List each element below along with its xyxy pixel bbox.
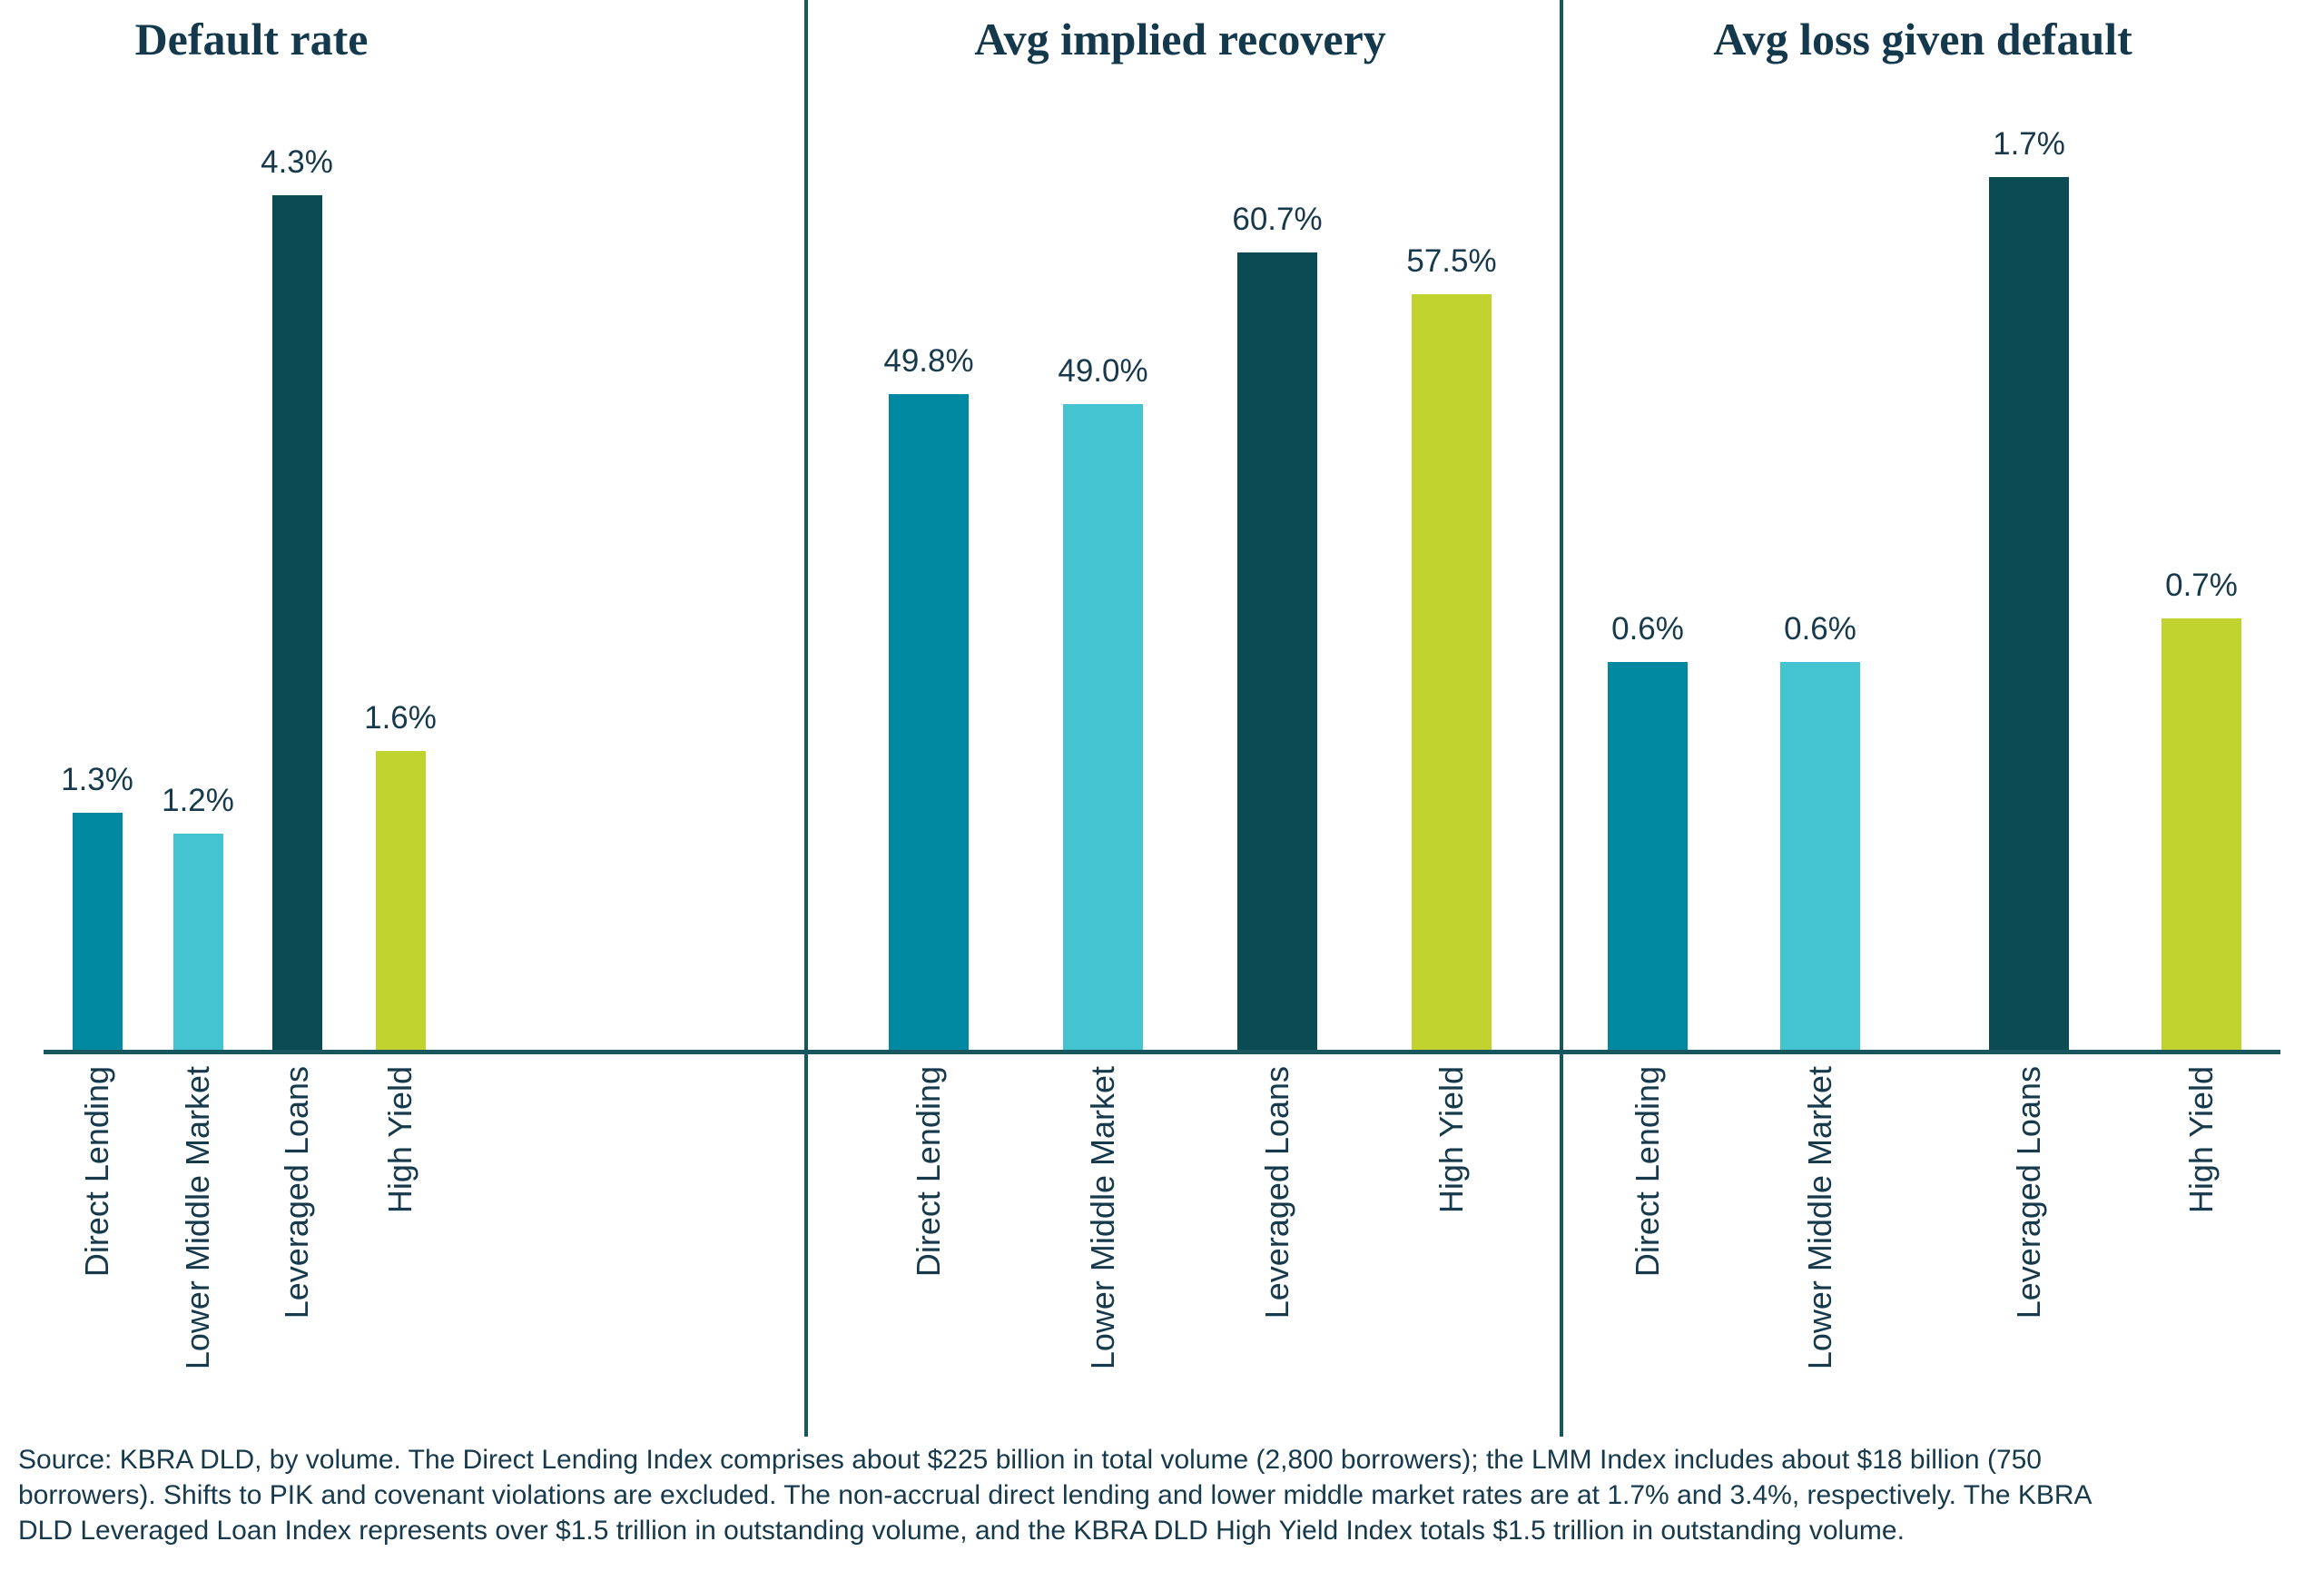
category-label: Lower Middle Market bbox=[1801, 1066, 1838, 1370]
bar bbox=[271, 195, 322, 1050]
bar bbox=[72, 813, 123, 1050]
bar bbox=[375, 751, 426, 1050]
category-label: Lower Middle Market bbox=[1084, 1066, 1121, 1370]
bar-value-label: 1.3% bbox=[61, 762, 133, 797]
panel-divider-right bbox=[1560, 0, 1563, 1437]
category-label: Direct Lending bbox=[1629, 1066, 1666, 1278]
bar-value-label: 0.6% bbox=[1784, 611, 1856, 647]
bar-value-label: 57.5% bbox=[1406, 243, 1497, 279]
bar bbox=[1989, 177, 2069, 1050]
panel-divider-left bbox=[804, 0, 808, 1437]
bar-value-label: 0.6% bbox=[1611, 611, 1684, 647]
bar bbox=[1063, 404, 1143, 1050]
bar-value-label: 4.3% bbox=[261, 144, 333, 180]
category-label: High Yield bbox=[381, 1066, 419, 1214]
panel-title-avg-loss-given-default: Avg loss given default bbox=[1713, 14, 2132, 64]
panel-title-avg-implied-recovery: Avg implied recovery bbox=[974, 14, 1386, 64]
category-label: High Yield bbox=[2182, 1066, 2220, 1214]
bar-value-label: 1.7% bbox=[1993, 126, 2065, 162]
bar-value-label: 49.8% bbox=[883, 343, 974, 379]
category-label: Direct Lending bbox=[78, 1066, 115, 1278]
panel-title-default-rate: Default rate bbox=[134, 14, 369, 64]
bar bbox=[2162, 618, 2241, 1050]
bar bbox=[889, 394, 969, 1050]
bar bbox=[1780, 662, 1860, 1050]
category-label: Leveraged Loans bbox=[278, 1066, 315, 1319]
bar-value-label: 1.2% bbox=[162, 783, 234, 818]
category-label: Lower Middle Market bbox=[179, 1066, 216, 1370]
bar bbox=[1608, 662, 1688, 1050]
bar bbox=[1237, 252, 1317, 1050]
category-label: Leveraged Loans bbox=[1258, 1066, 1295, 1319]
bar-value-label: 49.0% bbox=[1058, 353, 1148, 389]
bar-value-label: 0.7% bbox=[2165, 568, 2238, 603]
bar-value-label: 1.6% bbox=[364, 700, 437, 736]
bar-value-label: 60.7% bbox=[1232, 202, 1323, 237]
category-label: Leveraged Loans bbox=[2010, 1066, 2047, 1319]
source-note: Source: KBRA DLD, by volume. The Direct … bbox=[18, 1445, 2093, 1546]
bar bbox=[172, 834, 223, 1050]
bar bbox=[1412, 294, 1492, 1050]
x-axis-line bbox=[44, 1050, 2280, 1054]
category-label: Direct Lending bbox=[910, 1066, 947, 1278]
category-label: High Yield bbox=[1433, 1066, 1470, 1214]
